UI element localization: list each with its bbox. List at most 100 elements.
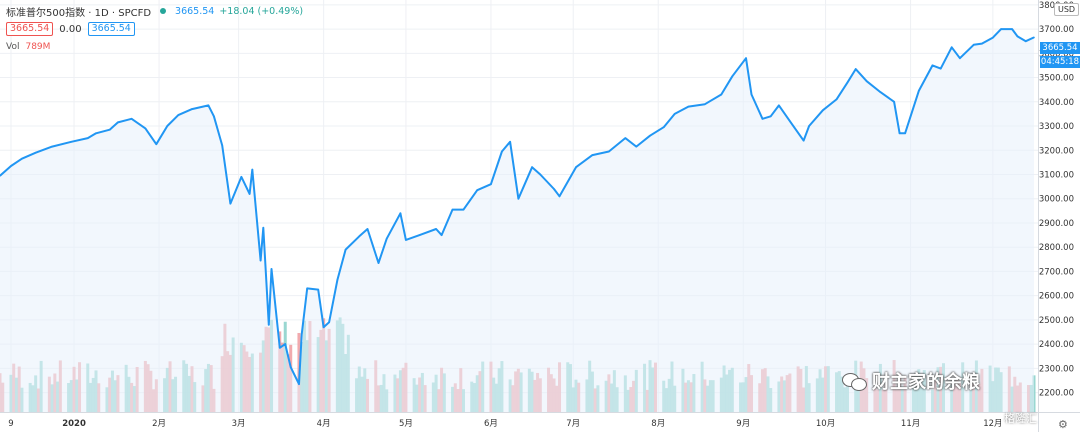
y-tick-label: 3100.00 <box>1039 170 1074 180</box>
price-point <box>1011 28 1013 30</box>
price-point <box>931 64 934 67</box>
y-tick-label: 2500.00 <box>1039 316 1074 326</box>
price-point <box>213 115 215 118</box>
price-point <box>846 81 849 84</box>
y-tick-label: 2800.00 <box>1039 243 1074 253</box>
price-point <box>86 137 89 139</box>
price-point <box>229 202 232 205</box>
price-point <box>385 237 388 240</box>
price-point <box>898 132 901 135</box>
price-point <box>673 113 676 115</box>
x-tick-label: 6月 <box>484 419 498 429</box>
price-point <box>517 197 520 200</box>
price-point <box>649 134 651 137</box>
x-tick-label: 10月 <box>816 419 835 429</box>
price-point <box>377 262 380 264</box>
price-point <box>476 189 479 192</box>
x-tick-label: 3月 <box>232 419 246 429</box>
price-point <box>1000 28 1002 30</box>
price-point <box>95 132 97 135</box>
price-series-line <box>0 28 1035 386</box>
watermark: 财主家的余粮 <box>842 368 980 394</box>
price-point <box>745 57 747 59</box>
y-tick-label: 3700.00 <box>1039 25 1074 35</box>
price-point <box>298 383 300 385</box>
price-point <box>289 366 292 368</box>
gear-icon[interactable]: ⚙ <box>1058 418 1068 431</box>
y-tick-label: 3500.00 <box>1039 74 1074 84</box>
price-point <box>1016 35 1019 38</box>
price-point <box>591 154 594 156</box>
price-point <box>808 125 810 127</box>
wechat-icon <box>842 371 868 391</box>
value-box-blue[interactable]: 3665.54 <box>87 22 135 36</box>
x-tick-label: 4月 <box>317 419 331 429</box>
price-point <box>317 288 319 291</box>
price-point <box>761 117 764 120</box>
symbol-title[interactable]: 标准普尔500指数 · 1D · SPCFD <box>6 7 152 19</box>
price-point <box>835 98 838 101</box>
price-point <box>0 174 1 177</box>
price-point <box>854 68 857 70</box>
price-point <box>240 176 243 178</box>
price-point <box>435 228 437 230</box>
price-point <box>575 166 577 169</box>
price-point <box>789 120 791 122</box>
price-point <box>70 140 73 143</box>
price-point <box>972 44 975 46</box>
y-tick-label: 2600.00 <box>1039 292 1074 302</box>
price-point <box>405 239 407 241</box>
price-point <box>918 90 920 92</box>
price-point <box>248 193 251 195</box>
price-point <box>539 173 542 176</box>
price-area <box>0 29 1034 412</box>
countdown-label: 04:45:18 <box>1040 56 1080 68</box>
y-tick-label: 2300.00 <box>1039 364 1074 374</box>
x-tick-label: 12月 <box>983 419 1002 429</box>
y-tick-label: 2900.00 <box>1039 219 1074 229</box>
price-point <box>358 235 361 238</box>
zero-value: 0.00 <box>59 23 82 35</box>
y-tick-label: 3300.00 <box>1039 122 1074 132</box>
x-tick-label: 9 <box>8 419 13 429</box>
price-point <box>191 108 193 110</box>
price-point <box>262 227 265 229</box>
y-tick-label: 2700.00 <box>1039 267 1074 277</box>
price-point <box>635 145 638 148</box>
price-point <box>778 104 780 107</box>
price-point <box>662 126 665 129</box>
price-point <box>720 93 723 96</box>
y-tick-label: 3600.00 <box>1039 49 1074 59</box>
price-point <box>322 326 325 328</box>
y-axis: 2200.00 2300.00 2400.00 2500.00 2600.00 2700.… <box>1038 0 1080 432</box>
volume-label: Vol <box>6 42 20 52</box>
change-value: +18.04 (+0.49%) <box>219 5 304 17</box>
price-point <box>531 166 533 169</box>
price-point <box>1024 40 1027 42</box>
value-box-red[interactable]: 3665.54 <box>6 22 54 36</box>
price-point <box>108 128 111 131</box>
volume-value: 789M <box>25 42 51 52</box>
y-tick-label: 2400.00 <box>1039 340 1074 350</box>
price-point <box>904 132 906 135</box>
price-point <box>130 117 133 120</box>
price-point <box>344 248 347 251</box>
price-point <box>959 57 961 59</box>
price-point <box>259 259 262 262</box>
price-point <box>270 268 273 270</box>
price-point <box>267 323 270 326</box>
x-axis: 9 2020 2月 3月 4月 5月 6月 7月 8月 9月 10月 11月 12月 <box>0 412 1080 429</box>
x-tick-label: 9月 <box>736 419 750 429</box>
x-tick-label: 2020 <box>62 419 86 429</box>
price-point <box>893 100 895 103</box>
price-point <box>155 143 158 145</box>
currency-badge[interactable]: USD <box>1054 3 1080 16</box>
price-point <box>704 103 706 106</box>
price-point <box>117 121 119 124</box>
price-point <box>769 115 772 118</box>
legend-title-row: 标准普尔500指数 · 1D · SPCFD 3665.54 +18.04 (+… <box>6 4 304 19</box>
price-point <box>750 93 753 96</box>
last-value: 3665.54 <box>175 5 215 17</box>
